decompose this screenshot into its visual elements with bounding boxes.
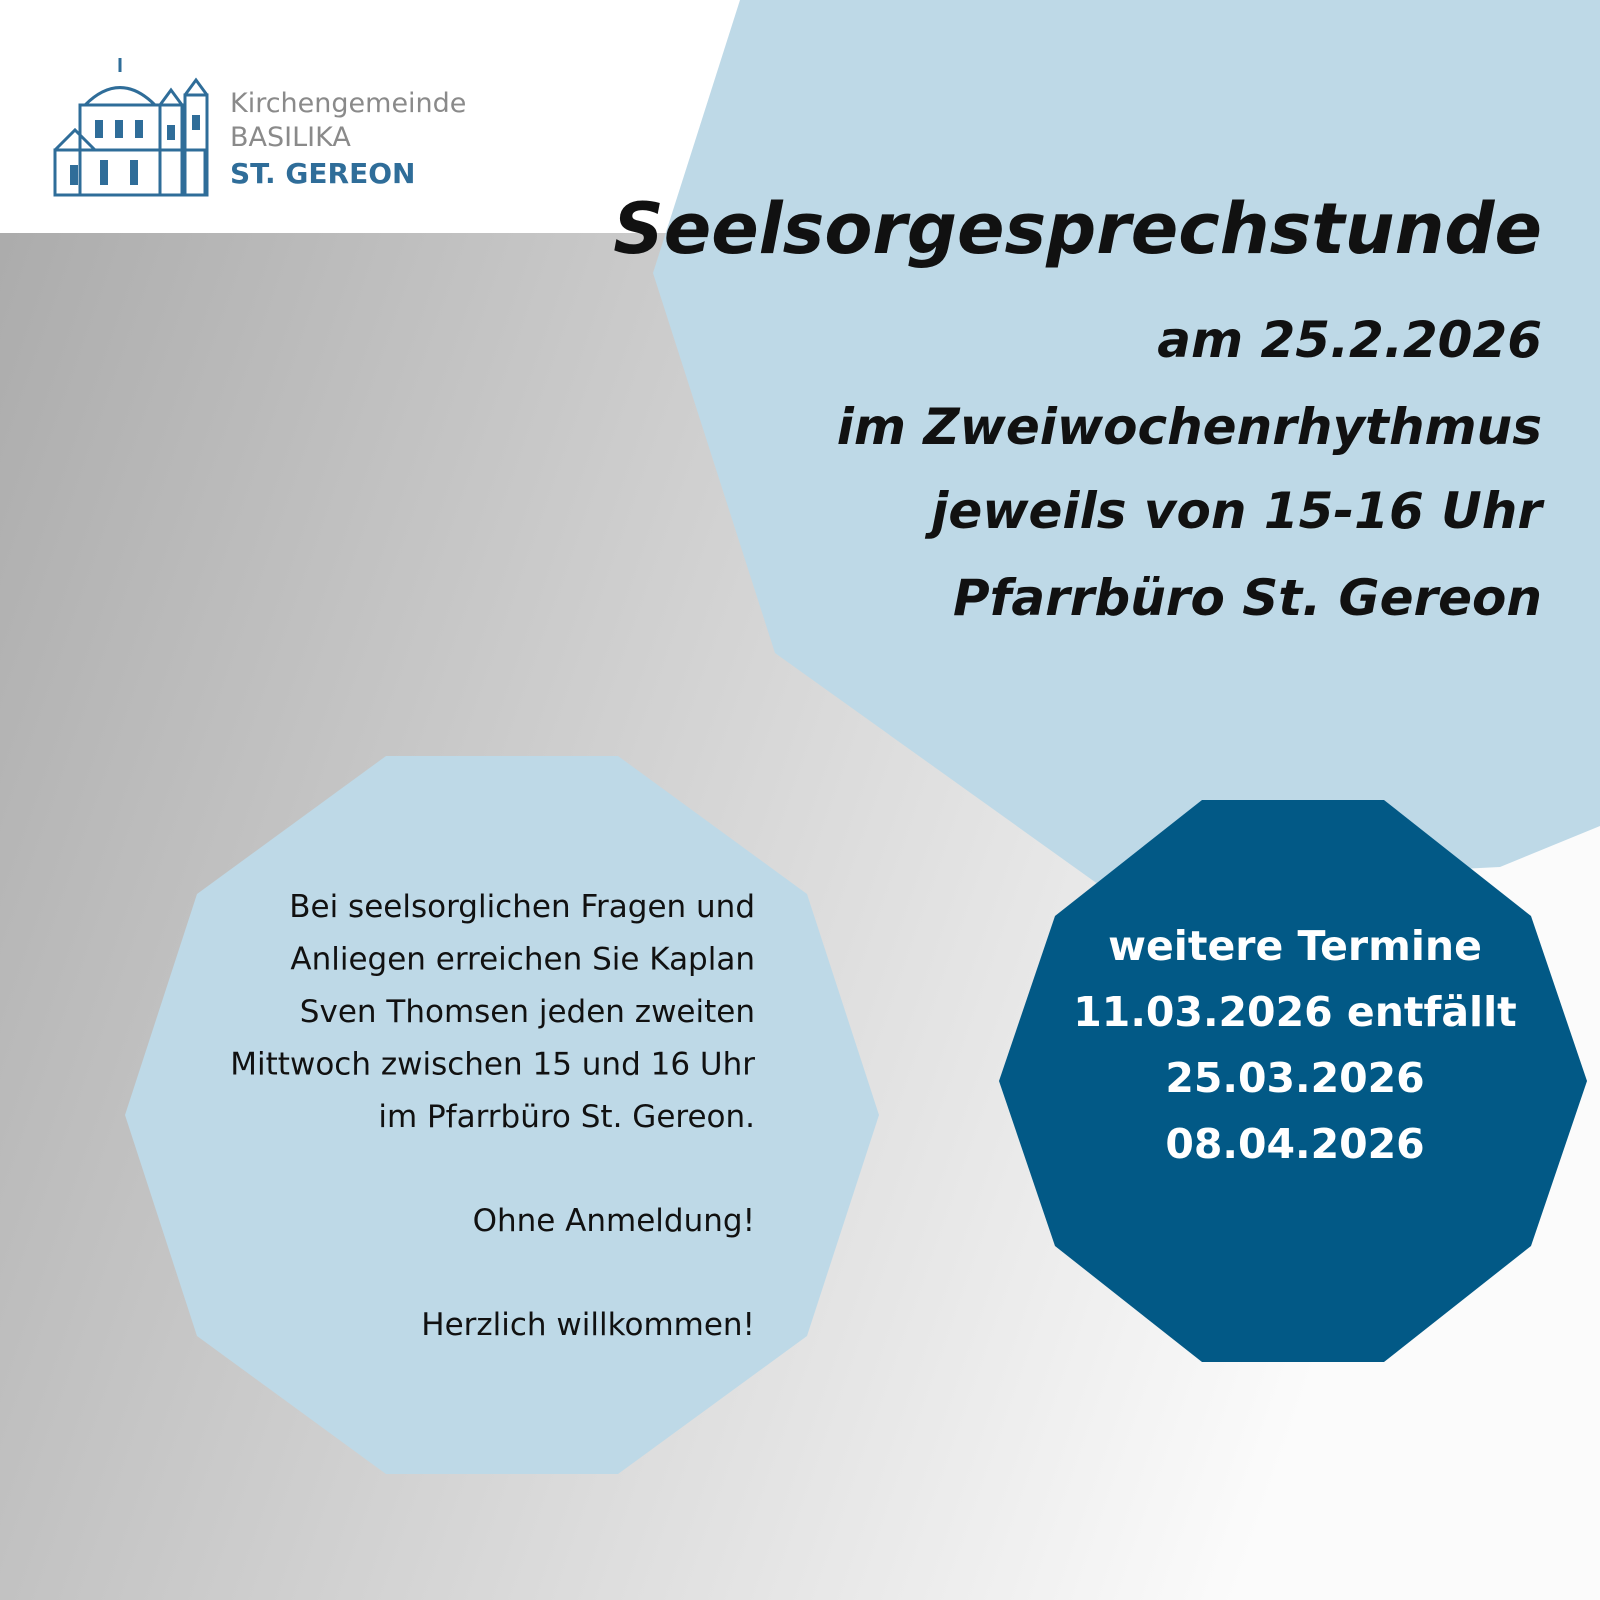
info-line: im Pfarrbüro St. Gereon. [378, 1099, 755, 1135]
detail-line: jeweils von 15-16 Uhr [924, 482, 1545, 540]
date-item: 25.03.2026 [1165, 1054, 1424, 1102]
heading-shape [653, 0, 1600, 887]
info-shape [125, 756, 879, 1474]
details: am 25.2.2026 im Zweiwochenrhythmus jeweils… [837, 311, 1546, 627]
church-icon [53, 58, 209, 197]
heading: Seelsorgesprechstunde [613, 188, 1542, 270]
dates: weitere Termine 11.03.2026 entfällt 25.03.… [1073, 922, 1516, 1168]
date-item: 11.03.2026 entfällt [1073, 988, 1516, 1036]
info-line: Bei seelsorglichen Fragen und [289, 889, 755, 925]
info-line: Anliegen erreichen Sie Kaplan [290, 942, 755, 978]
detail-line: im Zweiwochenrhythmus [837, 398, 1542, 456]
logo-line: BASILIKA [230, 122, 351, 153]
dates-shape [999, 800, 1587, 1362]
church-windows [70, 115, 200, 185]
info-line: Sven Thomsen jeden zweiten [300, 994, 755, 1030]
info-note: Ohne Anmeldung! [473, 1203, 755, 1239]
date-item: 08.04.2026 [1165, 1120, 1424, 1168]
info: Bei seelsorglichen Fragen und Anliegen er… [230, 889, 755, 1343]
info-line: Mittwoch zwischen 15 und 16 Uhr [230, 1047, 755, 1083]
dates-title: weitere Termine [1108, 922, 1482, 970]
logo-name: ST. GEREON [230, 157, 415, 190]
detail-line: am 25.2.2026 [1157, 311, 1542, 369]
logo-line: Kirchengemeinde [230, 88, 466, 119]
info-welcome: Herzlich willkommen! [421, 1307, 755, 1343]
detail-line: Pfarrbüro St. Gereon [953, 569, 1542, 627]
